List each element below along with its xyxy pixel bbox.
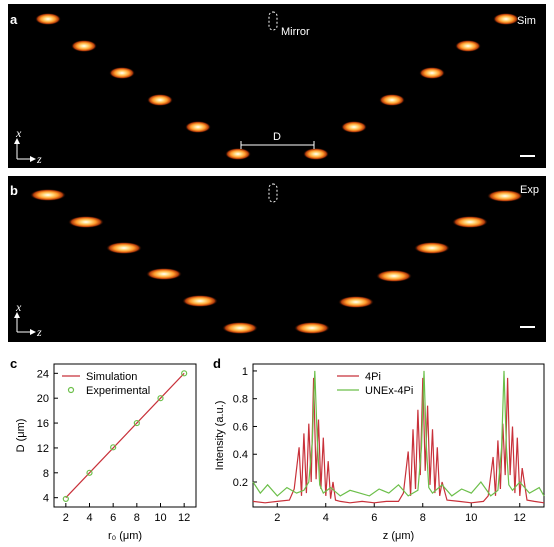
panel-a-spots	[35, 13, 519, 160]
y-tick-label: 4	[43, 493, 49, 505]
panel-b-axis-x: x	[15, 300, 22, 314]
panel-b-label: b	[10, 183, 18, 198]
data-point-experimental	[133, 419, 140, 427]
panel-b-spot	[338, 296, 374, 308]
x-tick-label: 8	[134, 512, 140, 524]
panel-a-spot	[303, 148, 329, 160]
y-tick-label: 20	[37, 393, 49, 405]
panel-b-scale-bar	[520, 326, 535, 328]
panel-b-spot	[414, 242, 450, 254]
panel-b-spot	[487, 190, 523, 202]
x-tick-label: 8	[420, 512, 426, 524]
y-tick-label: 0.6	[233, 421, 248, 433]
y-tick-label: 1	[242, 366, 248, 378]
y-tick-label: 8	[43, 468, 49, 480]
mirror-label: Mirror	[281, 26, 310, 38]
x-tick-label: 2	[63, 512, 69, 524]
panel-a-spot	[225, 148, 251, 160]
plot-frame	[53, 363, 197, 508]
panel-a-spot	[147, 94, 173, 106]
x-tick-label: 6	[371, 512, 377, 524]
panel-a-spot	[455, 40, 481, 52]
panel-a-spot	[493, 13, 519, 25]
panel-a-image	[8, 4, 546, 168]
y-axis-label: D (μm)	[15, 419, 27, 453]
x-tick-label: 2	[274, 512, 280, 524]
legend-simulation-label: Simulation	[86, 371, 137, 383]
panel-a-tag: Sim	[517, 15, 536, 27]
x-tick-label: 6	[110, 512, 116, 524]
panel-b-spot	[452, 216, 488, 228]
panel-a-scale-bar	[520, 155, 535, 157]
panel-b-spot	[30, 189, 66, 201]
data-point-experimental	[157, 395, 164, 402]
series-line-unex-4pi	[252, 370, 545, 497]
panel-b-spot	[146, 268, 182, 280]
data-point-experimental	[86, 469, 93, 476]
panel-b-spot	[106, 242, 142, 254]
x-tick-label: 12	[514, 512, 526, 524]
y-tick-label: 0.8	[233, 394, 248, 406]
legend-4pi-label: 4Pi	[365, 371, 381, 383]
panel-b-spot	[222, 322, 258, 334]
y-tick-label: 0.2	[233, 477, 248, 489]
y-tick-label: 24	[37, 368, 49, 380]
panel-c-label: c	[10, 356, 17, 371]
panel-a-spot	[341, 121, 367, 133]
chart-d: 2 4 6 8 10 12 0.2 0.4 0.6 0.8 1 z (μm) Intensity (a.…	[214, 363, 545, 542]
x-tick-label: 10	[154, 512, 166, 524]
panel-b-spots	[30, 189, 523, 334]
panel-b-mirror-icon	[268, 183, 278, 203]
distance-label: D	[273, 131, 281, 143]
x-tick-label: 10	[465, 512, 477, 524]
panel-b-spot	[68, 216, 104, 228]
series-line-simulation	[65, 372, 185, 499]
panel-b-image	[8, 176, 546, 342]
panel-b-axis-z: z	[36, 325, 42, 339]
x-axis-label: z (μm)	[383, 530, 414, 542]
legend-experimental-label: Experimental	[86, 385, 150, 397]
panel-a-axes-icon	[14, 138, 36, 162]
panel-a-spot	[185, 121, 211, 133]
x-tick-label: 4	[323, 512, 329, 524]
plot-frame	[252, 363, 545, 508]
panel-b-spot	[294, 322, 330, 334]
panel-a-spot	[379, 94, 405, 106]
data-point-experimental	[110, 444, 117, 451]
panel-a-label: a	[10, 12, 18, 27]
panel-a-spot	[71, 40, 97, 52]
panel-a-spot	[109, 67, 135, 79]
x-tick-label: 12	[178, 512, 190, 524]
panel-d-label: d	[213, 356, 221, 371]
panel-b-spot	[182, 295, 218, 307]
x-tick-label: 4	[86, 512, 92, 524]
panel-a-spot	[35, 13, 61, 25]
data-point-experimental	[62, 495, 69, 503]
y-tick-label: 0.4	[233, 449, 248, 461]
panel-b-axes-icon	[14, 312, 36, 335]
panel-b-spot	[376, 270, 412, 282]
panel-a-spot	[419, 67, 445, 79]
legend-experimental-swatch	[67, 386, 75, 394]
panel-a-axis-z: z	[36, 152, 42, 166]
panel-b-tag: Exp	[520, 184, 539, 196]
mirror-icon	[268, 11, 278, 31]
y-tick-label: 16	[37, 418, 49, 430]
y-axis-label: Intensity (a.u.)	[214, 401, 226, 471]
data-point-experimental	[181, 370, 188, 377]
legend-unex-4pi-label: UNEx-4Pi	[365, 385, 413, 397]
x-axis-label: r₀ (μm)	[108, 530, 142, 542]
y-tick-label: 12	[37, 443, 49, 455]
panel-a-axis-x: x	[15, 126, 22, 140]
